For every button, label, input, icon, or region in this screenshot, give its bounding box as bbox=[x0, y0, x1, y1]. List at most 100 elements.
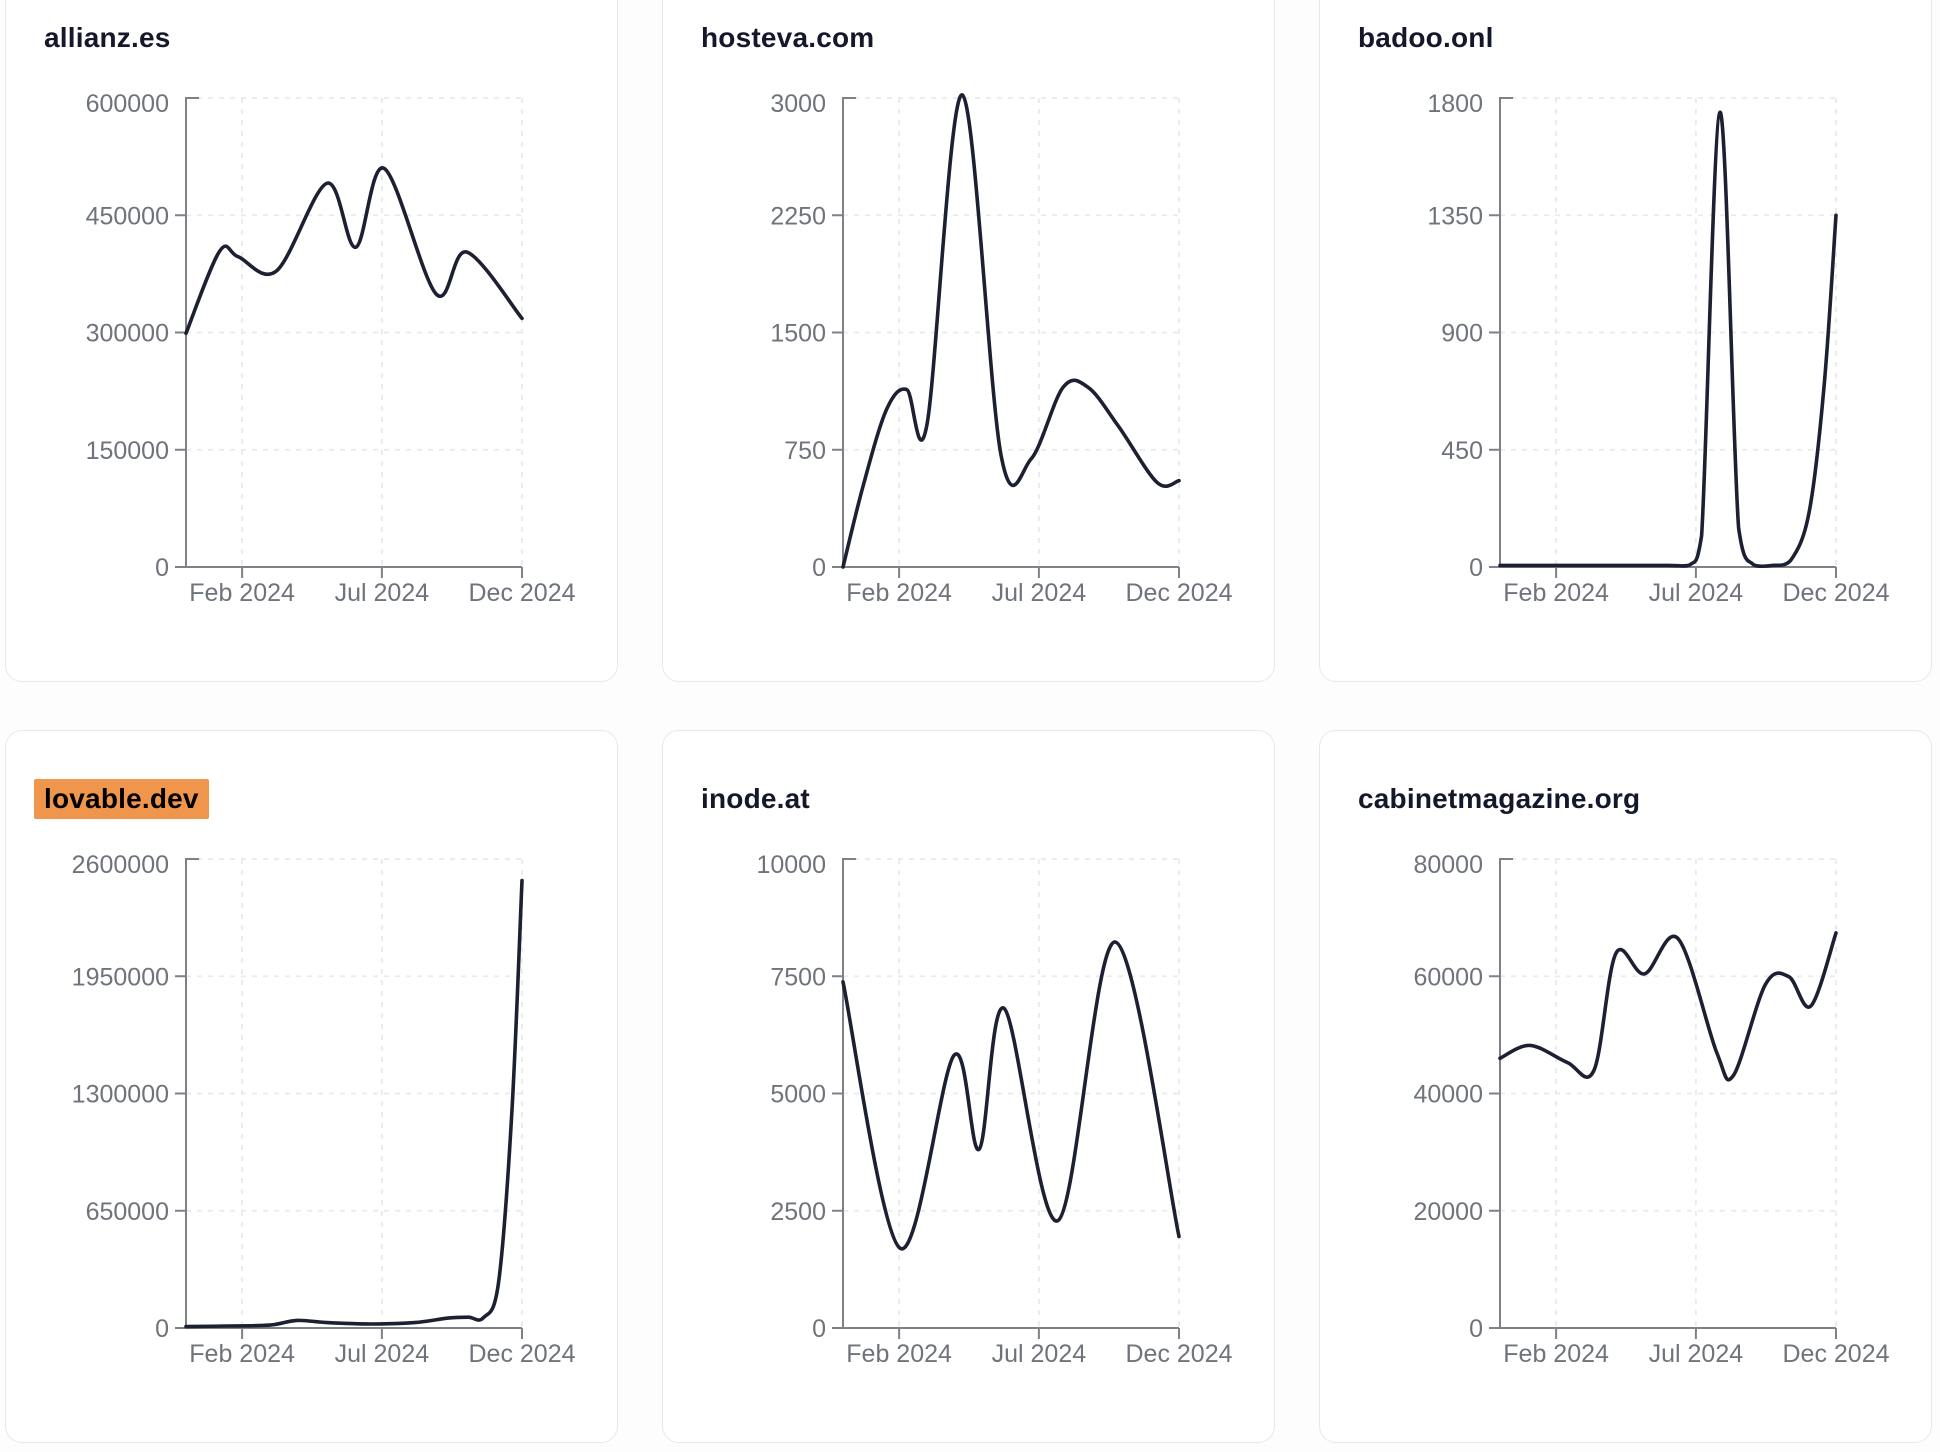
x-tick-label: Feb 2024 bbox=[1503, 579, 1609, 607]
y-tick-label: 60000 bbox=[1413, 963, 1483, 991]
y-tick-label: 1500 bbox=[770, 320, 826, 348]
chart-title-wrap: lovable.dev bbox=[34, 779, 209, 819]
chart-title: cabinetmagazine.org bbox=[1358, 783, 1641, 814]
x-tick-label: Dec 2024 bbox=[468, 1340, 575, 1368]
x-tick-label: Feb 2024 bbox=[189, 579, 295, 607]
x-axis-labels: Feb 2024 Jul 2024 Dec 2024 bbox=[846, 579, 1232, 607]
y-tick-label: 1800 bbox=[1427, 90, 1483, 118]
line-chart: 0 450 900 1350 1800 Feb 2024 Jul 2024 Dec 2024 bbox=[1427, 90, 1889, 607]
x-axis-labels: Feb 2024 Jul 2024 Dec 2024 bbox=[846, 1340, 1232, 1368]
y-tick-label: 0 bbox=[812, 554, 826, 582]
series-line bbox=[1498, 110, 1838, 569]
chart-card-allianz-es[interactable]: allianz.es 0 150000 300000 450000 600000 Feb … bbox=[5, 0, 618, 682]
y-tick-label: 0 bbox=[155, 554, 169, 582]
gridlines bbox=[1500, 858, 1837, 1328]
series-line bbox=[184, 878, 524, 1329]
series-line bbox=[841, 93, 1181, 569]
gridlines bbox=[186, 858, 523, 1328]
chart-title-wrap: hosteva.com bbox=[701, 22, 874, 54]
x-tick-label: Feb 2024 bbox=[846, 1340, 952, 1368]
y-tick-label: 0 bbox=[1469, 554, 1483, 582]
y-tick-label: 2600000 bbox=[72, 851, 169, 879]
line-chart: 0 150000 300000 450000 600000 Feb 2024 Jul 202… bbox=[86, 90, 576, 607]
line-chart: 0 650000 1300000 1950000 2600000 Feb 2024 Jul … bbox=[72, 851, 576, 1368]
x-tick-label: Feb 2024 bbox=[189, 1340, 295, 1368]
y-axis-labels: 0 150000 300000 450000 600000 bbox=[86, 90, 169, 582]
axes bbox=[1489, 97, 1837, 578]
x-tick-label: Jul 2024 bbox=[1649, 1340, 1744, 1368]
axes bbox=[832, 97, 1180, 578]
y-tick-label: 750 bbox=[784, 437, 826, 465]
y-tick-label: 10000 bbox=[756, 851, 826, 879]
axes bbox=[175, 97, 523, 578]
series-line bbox=[184, 166, 524, 336]
y-tick-label: 150000 bbox=[86, 437, 169, 465]
chart-title-wrap: badoo.onl bbox=[1358, 22, 1494, 54]
y-tick-label: 20000 bbox=[1413, 1198, 1483, 1226]
y-tick-label: 2500 bbox=[770, 1198, 826, 1226]
y-axis-labels: 0 20000 40000 60000 80000 bbox=[1413, 851, 1483, 1343]
gridlines bbox=[843, 97, 1180, 567]
x-axis-labels: Feb 2024 Jul 2024 Dec 2024 bbox=[1503, 579, 1889, 607]
y-tick-label: 300000 bbox=[86, 320, 169, 348]
y-axis-labels: 0 750 1500 2250 3000 bbox=[770, 90, 826, 582]
y-axis-labels: 0 450 900 1350 1800 bbox=[1427, 90, 1483, 582]
y-tick-label: 900 bbox=[1441, 320, 1483, 348]
y-tick-label: 0 bbox=[812, 1315, 826, 1343]
x-tick-label: Jul 2024 bbox=[1649, 579, 1744, 607]
chart-title: inode.at bbox=[701, 783, 810, 814]
y-tick-label: 40000 bbox=[1413, 1081, 1483, 1109]
x-axis-labels: Feb 2024 Jul 2024 Dec 2024 bbox=[189, 1340, 575, 1368]
chart-card-badoo-onl[interactable]: badoo.onl 0 450 900 1350 1800 Feb 2024 Jul 202… bbox=[1319, 0, 1932, 682]
y-tick-label: 1300000 bbox=[72, 1081, 169, 1109]
x-tick-label: Jul 2024 bbox=[335, 579, 430, 607]
y-tick-label: 450000 bbox=[86, 202, 169, 230]
chart-title: allianz.es bbox=[44, 22, 171, 53]
y-tick-label: 80000 bbox=[1413, 851, 1483, 879]
x-tick-label: Dec 2024 bbox=[1125, 1340, 1232, 1368]
y-tick-label: 1950000 bbox=[72, 963, 169, 991]
x-tick-label: Feb 2024 bbox=[1503, 1340, 1609, 1368]
series-line bbox=[841, 940, 1181, 1251]
gridlines bbox=[843, 858, 1180, 1328]
axes bbox=[1489, 858, 1837, 1339]
gridlines bbox=[1500, 97, 1837, 567]
line-chart: 0 750 1500 2250 3000 Feb 2024 Jul 2024 Dec 2024 bbox=[770, 90, 1232, 607]
chart-card-lovable-dev[interactable]: lovable.dev 0 650000 1300000 1950000 2600000… bbox=[5, 730, 618, 1443]
y-tick-label: 1350 bbox=[1427, 202, 1483, 230]
x-axis-labels: Feb 2024 Jul 2024 Dec 2024 bbox=[189, 579, 575, 607]
chart-title-wrap: allianz.es bbox=[44, 22, 171, 54]
x-tick-label: Dec 2024 bbox=[1125, 579, 1232, 607]
y-tick-label: 650000 bbox=[86, 1198, 169, 1226]
chart-title-wrap: inode.at bbox=[701, 783, 810, 815]
y-tick-label: 600000 bbox=[86, 90, 169, 118]
chart-card-cabinetmagazine-org[interactable]: cabinetmagazine.org 0 20000 40000 60000 8000… bbox=[1319, 730, 1932, 1443]
y-tick-label: 2250 bbox=[770, 202, 826, 230]
y-tick-label: 0 bbox=[1469, 1315, 1483, 1343]
chart-title-highlighted: lovable.dev bbox=[34, 779, 209, 819]
x-tick-label: Feb 2024 bbox=[846, 579, 952, 607]
chart-card-hosteva-com[interactable]: hosteva.com 0 750 1500 2250 3000 Feb 2024 Jul … bbox=[662, 0, 1275, 682]
chart-title-wrap: cabinetmagazine.org bbox=[1358, 783, 1640, 815]
x-axis-labels: Feb 2024 Jul 2024 Dec 2024 bbox=[1503, 1340, 1889, 1368]
y-tick-label: 5000 bbox=[770, 1081, 826, 1109]
gridlines bbox=[186, 97, 523, 567]
line-chart: 0 2500 5000 7500 10000 Feb 2024 Jul 2024 Dec 20… bbox=[756, 851, 1232, 1368]
y-tick-label: 450 bbox=[1441, 437, 1483, 465]
y-axis-labels: 0 2500 5000 7500 10000 bbox=[756, 851, 826, 1343]
chart-title: badoo.onl bbox=[1358, 22, 1494, 53]
line-chart: 0 20000 40000 60000 80000 Feb 2024 Jul 2024 Dec… bbox=[1413, 851, 1889, 1368]
x-tick-label: Jul 2024 bbox=[335, 1340, 430, 1368]
y-tick-label: 3000 bbox=[770, 90, 826, 118]
axes bbox=[832, 858, 1180, 1339]
series-line bbox=[1498, 931, 1838, 1082]
chart-card-inode-at[interactable]: inode.at 0 2500 5000 7500 10000 Feb 2024 Jul 2… bbox=[662, 730, 1275, 1443]
x-tick-label: Dec 2024 bbox=[1782, 579, 1889, 607]
x-tick-label: Dec 2024 bbox=[468, 579, 575, 607]
x-tick-label: Dec 2024 bbox=[1782, 1340, 1889, 1368]
x-tick-label: Jul 2024 bbox=[992, 1340, 1087, 1368]
x-tick-label: Jul 2024 bbox=[992, 579, 1087, 607]
chart-title: hosteva.com bbox=[701, 22, 875, 53]
y-axis-labels: 0 650000 1300000 1950000 2600000 bbox=[72, 851, 169, 1343]
